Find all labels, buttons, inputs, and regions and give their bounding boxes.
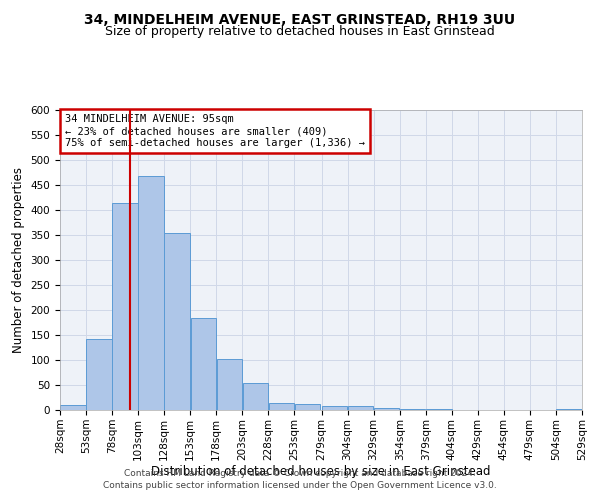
Bar xyxy=(348,406,373,410)
Bar xyxy=(60,405,86,410)
Bar xyxy=(112,202,138,410)
Bar xyxy=(242,383,268,410)
Text: 34 MINDELHEIM AVENUE: 95sqm
← 23% of detached houses are smaller (409)
75% of se: 34 MINDELHEIM AVENUE: 95sqm ← 23% of det… xyxy=(65,114,365,148)
Text: Size of property relative to detached houses in East Grinstead: Size of property relative to detached ho… xyxy=(105,25,495,38)
Bar xyxy=(322,406,347,410)
Bar xyxy=(556,408,582,410)
Bar xyxy=(191,318,216,410)
Text: Contains public sector information licensed under the Open Government Licence v3: Contains public sector information licen… xyxy=(103,481,497,490)
Bar xyxy=(139,176,164,410)
Bar xyxy=(164,232,190,410)
Text: 34, MINDELHEIM AVENUE, EAST GRINSTEAD, RH19 3UU: 34, MINDELHEIM AVENUE, EAST GRINSTEAD, R… xyxy=(85,12,515,26)
Text: Contains HM Land Registry data © Crown copyright and database right 2024.: Contains HM Land Registry data © Crown c… xyxy=(124,468,476,477)
Bar xyxy=(217,358,242,410)
Y-axis label: Number of detached properties: Number of detached properties xyxy=(12,167,25,353)
X-axis label: Distribution of detached houses by size in East Grinstead: Distribution of detached houses by size … xyxy=(151,466,491,478)
Bar xyxy=(295,404,320,410)
Bar xyxy=(86,338,112,410)
Bar xyxy=(426,408,452,410)
Bar xyxy=(400,408,425,410)
Bar xyxy=(374,408,400,410)
Bar xyxy=(269,402,294,410)
